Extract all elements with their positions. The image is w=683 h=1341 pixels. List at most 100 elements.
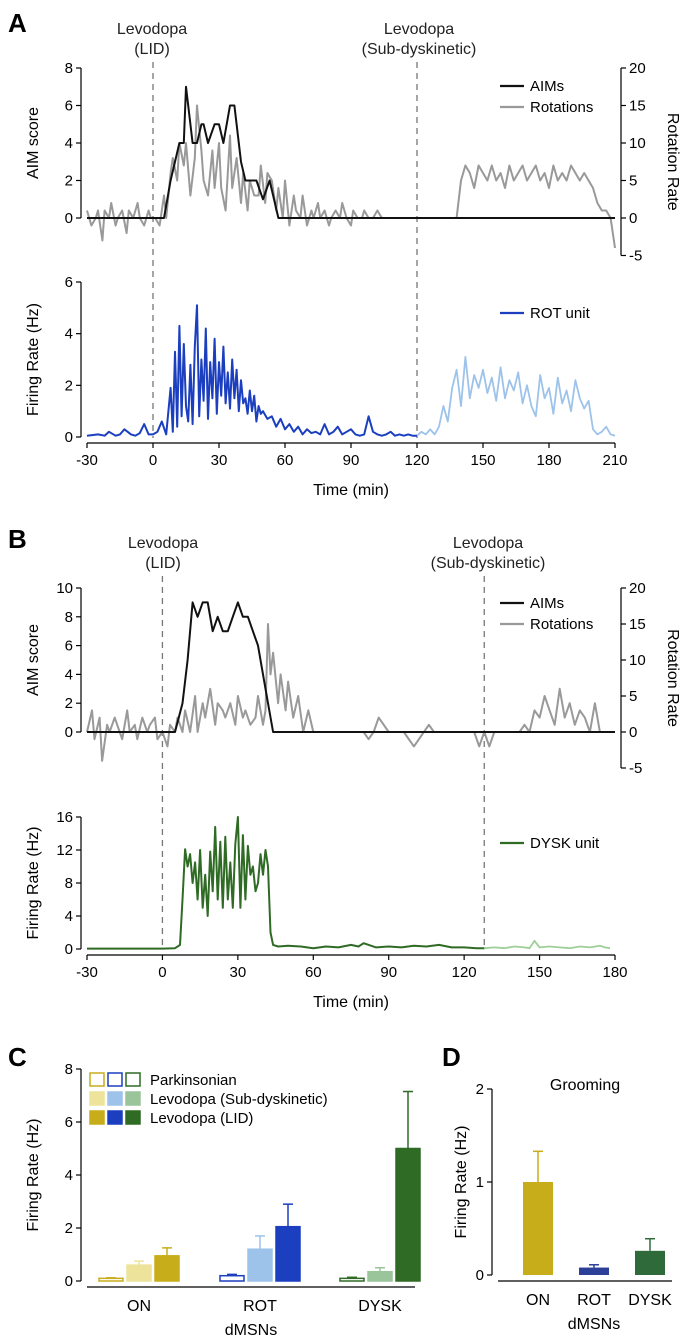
b-dose2-label-line2: (Sub-dyskinetic) xyxy=(431,555,546,572)
c-legend-swatch xyxy=(125,1072,141,1087)
a-left-tick-label: 8 xyxy=(65,60,73,77)
b-bottom-x-tick-label: 180 xyxy=(602,964,627,981)
b-bottom-left-tick-label: 8 xyxy=(65,875,73,892)
b-bottom-x-axis-label: Time (min) xyxy=(313,994,389,1011)
c-bar xyxy=(126,1264,152,1282)
b-bottom-left-tick-label: 4 xyxy=(65,908,73,925)
a-bottom-x-axis-label: Time (min) xyxy=(313,482,389,499)
d-bar xyxy=(635,1250,665,1275)
a-rotations-line xyxy=(86,104,616,249)
b-dose2-label-line1: Levodopa xyxy=(453,535,523,552)
b-bottom-left-tick-label: 16 xyxy=(56,809,73,826)
a-left-tick-label: 6 xyxy=(65,98,73,115)
c-legend-swatch xyxy=(89,1091,105,1106)
c-bar xyxy=(154,1255,180,1282)
c-bar xyxy=(275,1225,301,1282)
b-bottom-unit-lid-line xyxy=(87,816,485,950)
b-bottom-x-tick-label: -30 xyxy=(76,964,98,981)
c-category-label: DYSK xyxy=(358,1298,402,1315)
a-bottom-left-tick-label: 2 xyxy=(65,377,73,394)
c-left-tick-label: 6 xyxy=(65,1114,73,1131)
b-bottom-left-tick-label: 12 xyxy=(56,842,73,859)
a-right-tick-label: 20 xyxy=(629,60,646,77)
b-left-axis-label: AIM score xyxy=(25,624,42,696)
c-left-tick-label: 8 xyxy=(65,1061,73,1078)
b-right-tick-label: 10 xyxy=(629,652,646,669)
b-legend-aims-label: AIMs xyxy=(530,595,564,612)
b-bottom-x-tick-label: 120 xyxy=(452,964,477,981)
d-left-tick-label: 0 xyxy=(476,1267,484,1284)
b-left-tick-label: 8 xyxy=(65,609,73,626)
a-bottom-x-tick-label: 0 xyxy=(149,452,157,469)
a-dose1-label-line1: Levodopa xyxy=(117,21,187,38)
a-dose2-label-line1: Levodopa xyxy=(384,21,454,38)
d-bar xyxy=(523,1182,553,1275)
a-right-tick-label: -5 xyxy=(629,248,642,265)
a-right-tick-label: 0 xyxy=(629,210,637,227)
panel-letter-a: A xyxy=(8,8,27,38)
d-left-tick-label: 1 xyxy=(476,1174,484,1191)
a-dose2-label-line2: (Sub-dyskinetic) xyxy=(362,41,477,58)
a-left-tick-label: 4 xyxy=(65,135,73,152)
a-left-tick-label: 2 xyxy=(65,173,73,190)
c-legend-swatch xyxy=(89,1072,105,1087)
a-bottom-left-axis-label: Firing Rate (Hz) xyxy=(25,303,42,416)
b-legend-rotations-label: Rotations xyxy=(530,616,593,633)
d-left-tick-label: 2 xyxy=(476,1081,484,1098)
a-bottom-left-tick-label: 0 xyxy=(65,429,73,446)
c-bar xyxy=(247,1248,273,1282)
b-bottom-legend-unit-label: DYSK unit xyxy=(530,835,600,852)
panel-letter-d: D xyxy=(442,1042,461,1072)
b-bottom-x-tick-label: 150 xyxy=(527,964,552,981)
c-legend-swatch xyxy=(125,1110,141,1125)
a-right-tick-label: 10 xyxy=(629,135,646,152)
c-legend-swatch xyxy=(107,1091,123,1106)
a-left-axis-label: AIM score xyxy=(25,107,42,179)
c-left-axis-label: Firing Rate (Hz) xyxy=(25,1119,42,1232)
b-rotations-line xyxy=(86,623,615,762)
b-left-tick-label: 0 xyxy=(65,724,73,741)
c-category-label: ON xyxy=(127,1298,151,1315)
d-y-axis-label: Firing Rate (Hz) xyxy=(453,1126,470,1239)
a-bottom-legend-unit-label: ROT unit xyxy=(530,305,591,322)
c-legend-swatch xyxy=(125,1091,141,1106)
c-legend-swatch xyxy=(89,1110,105,1125)
b-right-tick-label: 20 xyxy=(629,580,646,597)
b-aims-line xyxy=(87,601,615,733)
a-bottom-x-tick-label: 150 xyxy=(470,452,495,469)
c-legend-swatch xyxy=(107,1072,123,1087)
b-right-tick-label: 15 xyxy=(629,616,646,633)
b-dose1-label-line1: Levodopa xyxy=(128,535,198,552)
a-bottom-x-tick-label: 30 xyxy=(211,452,228,469)
c-left-tick-label: 2 xyxy=(65,1220,73,1237)
c-legend-swatch xyxy=(107,1110,123,1125)
b-left-tick-label: 2 xyxy=(65,695,73,712)
a-bottom-x-tick-label: 120 xyxy=(404,452,429,469)
d-title: Grooming xyxy=(550,1077,620,1094)
a-right-axis-label: Rotation Rate xyxy=(664,113,681,211)
c-x-axis-label: dMSNs xyxy=(225,1322,277,1339)
a-bottom-x-tick-label: 90 xyxy=(343,452,360,469)
b-bottom-left-tick-label: 0 xyxy=(65,941,73,958)
c-bar xyxy=(367,1270,393,1282)
a-bottom-unit-sub-line xyxy=(416,356,616,437)
b-left-tick-label: 4 xyxy=(65,666,73,683)
a-legend-rotations-label: Rotations xyxy=(530,99,593,116)
a-aims-line xyxy=(87,85,615,219)
c-bar xyxy=(98,1277,124,1282)
b-dose1-label-line2: (LID) xyxy=(145,555,181,572)
a-bottom-x-tick-label: 180 xyxy=(536,452,561,469)
a-right-tick-label: 5 xyxy=(629,173,637,190)
a-bottom-x-tick-label: 60 xyxy=(277,452,294,469)
c-legend-label: Parkinsonian xyxy=(150,1072,237,1089)
a-left-tick-label: 0 xyxy=(65,210,73,227)
d-category-label: DYSK xyxy=(628,1292,672,1309)
b-left-tick-label: 6 xyxy=(65,638,73,655)
a-legend-aims-label: AIMs xyxy=(530,78,564,95)
b-right-tick-label: -5 xyxy=(629,760,642,777)
b-bottom-x-tick-label: 60 xyxy=(305,964,322,981)
a-bottom-x-tick-label: -30 xyxy=(76,452,98,469)
a-bottom-unit-lid-line xyxy=(86,304,417,437)
